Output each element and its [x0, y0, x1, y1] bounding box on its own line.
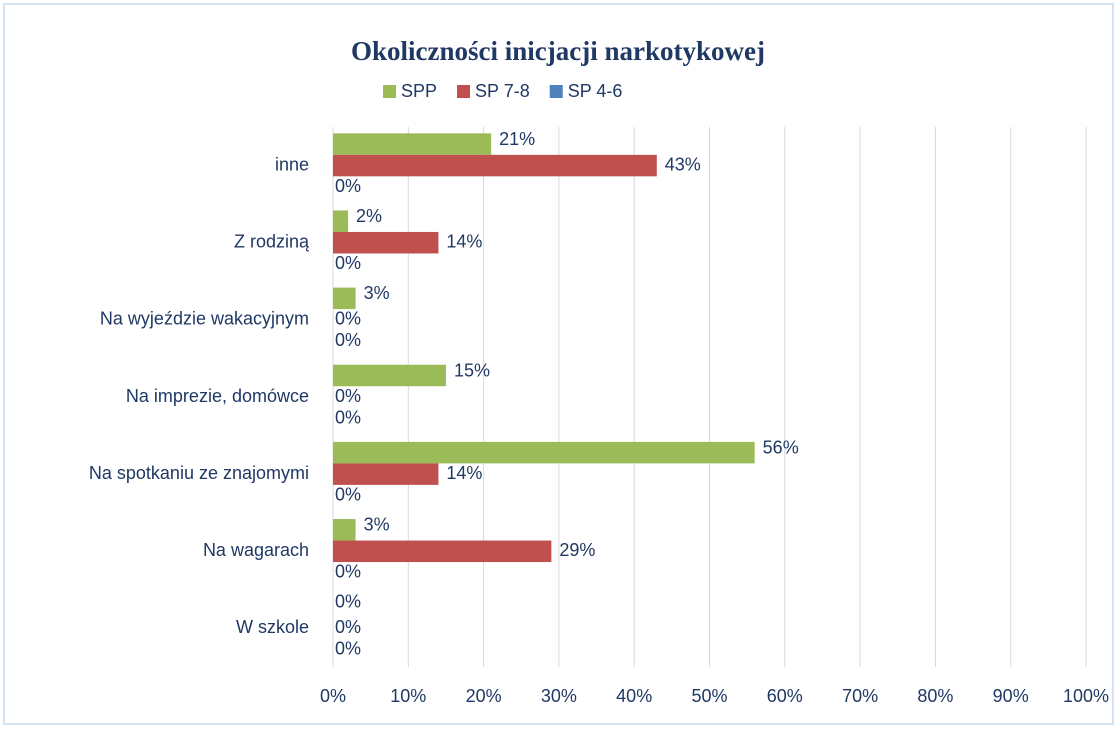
data-label: 0%	[335, 330, 361, 350]
data-label: 15%	[454, 360, 490, 380]
legend-label: SP 4-6	[568, 81, 623, 101]
data-label: 0%	[335, 592, 361, 612]
x-tick-label: 60%	[767, 686, 803, 706]
x-tick-label: 80%	[917, 686, 953, 706]
bar	[333, 210, 349, 232]
x-tick-label: 40%	[616, 686, 652, 706]
legend-swatch	[457, 85, 471, 98]
data-label: 14%	[446, 231, 482, 251]
data-label: 2%	[356, 206, 382, 226]
y-tick-label: Na imprezie, domówce	[126, 386, 309, 406]
data-label: 0%	[335, 253, 361, 273]
data-label: 0%	[335, 407, 361, 427]
x-tick-label: 30%	[541, 686, 577, 706]
legend-label: SP 7-8	[475, 81, 530, 101]
y-tick-label: Na spotkaniu ze znajomymi	[89, 463, 309, 483]
bar	[333, 154, 657, 177]
y-tick-label: W szkole	[236, 617, 309, 637]
data-label: 43%	[665, 154, 701, 174]
bar	[333, 441, 755, 464]
x-tick-label: 0%	[320, 686, 346, 706]
legend-swatch	[549, 85, 563, 98]
data-label: 0%	[335, 484, 361, 504]
bar	[333, 231, 439, 254]
chart-title: Okoliczności inicjacji narkotykowej	[351, 36, 765, 66]
x-tick-label: 20%	[466, 686, 502, 706]
bar	[333, 364, 446, 387]
x-tick-label: 100%	[1063, 686, 1109, 706]
x-tick-label: 10%	[390, 686, 426, 706]
data-label: 0%	[335, 176, 361, 196]
x-tick-label: 90%	[993, 686, 1029, 706]
data-label: 0%	[335, 386, 361, 406]
legend-swatch	[383, 85, 396, 98]
data-label: 3%	[364, 283, 390, 303]
data-label: 29%	[559, 540, 595, 560]
data-label: 3%	[364, 515, 390, 535]
data-label: 21%	[499, 129, 535, 149]
bar	[333, 287, 356, 310]
y-tick-label: inne	[275, 154, 309, 174]
y-tick-label: Na wagarach	[203, 540, 309, 560]
y-tick-label: Na wyjeździe wakacyjnym	[100, 309, 309, 329]
bar	[333, 463, 439, 485]
data-label: 14%	[446, 463, 482, 483]
data-label: 0%	[335, 617, 361, 637]
bar	[333, 519, 356, 541]
data-label: 0%	[335, 639, 361, 659]
data-label: 56%	[763, 437, 799, 457]
data-label: 0%	[335, 309, 361, 329]
bar	[333, 133, 492, 155]
y-tick-label: Z rodziną	[234, 231, 310, 251]
data-label: 0%	[335, 562, 361, 582]
x-tick-label: 70%	[842, 686, 878, 706]
legend-label: SPP	[401, 81, 437, 101]
bar	[333, 540, 552, 563]
x-tick-label: 50%	[691, 686, 727, 706]
